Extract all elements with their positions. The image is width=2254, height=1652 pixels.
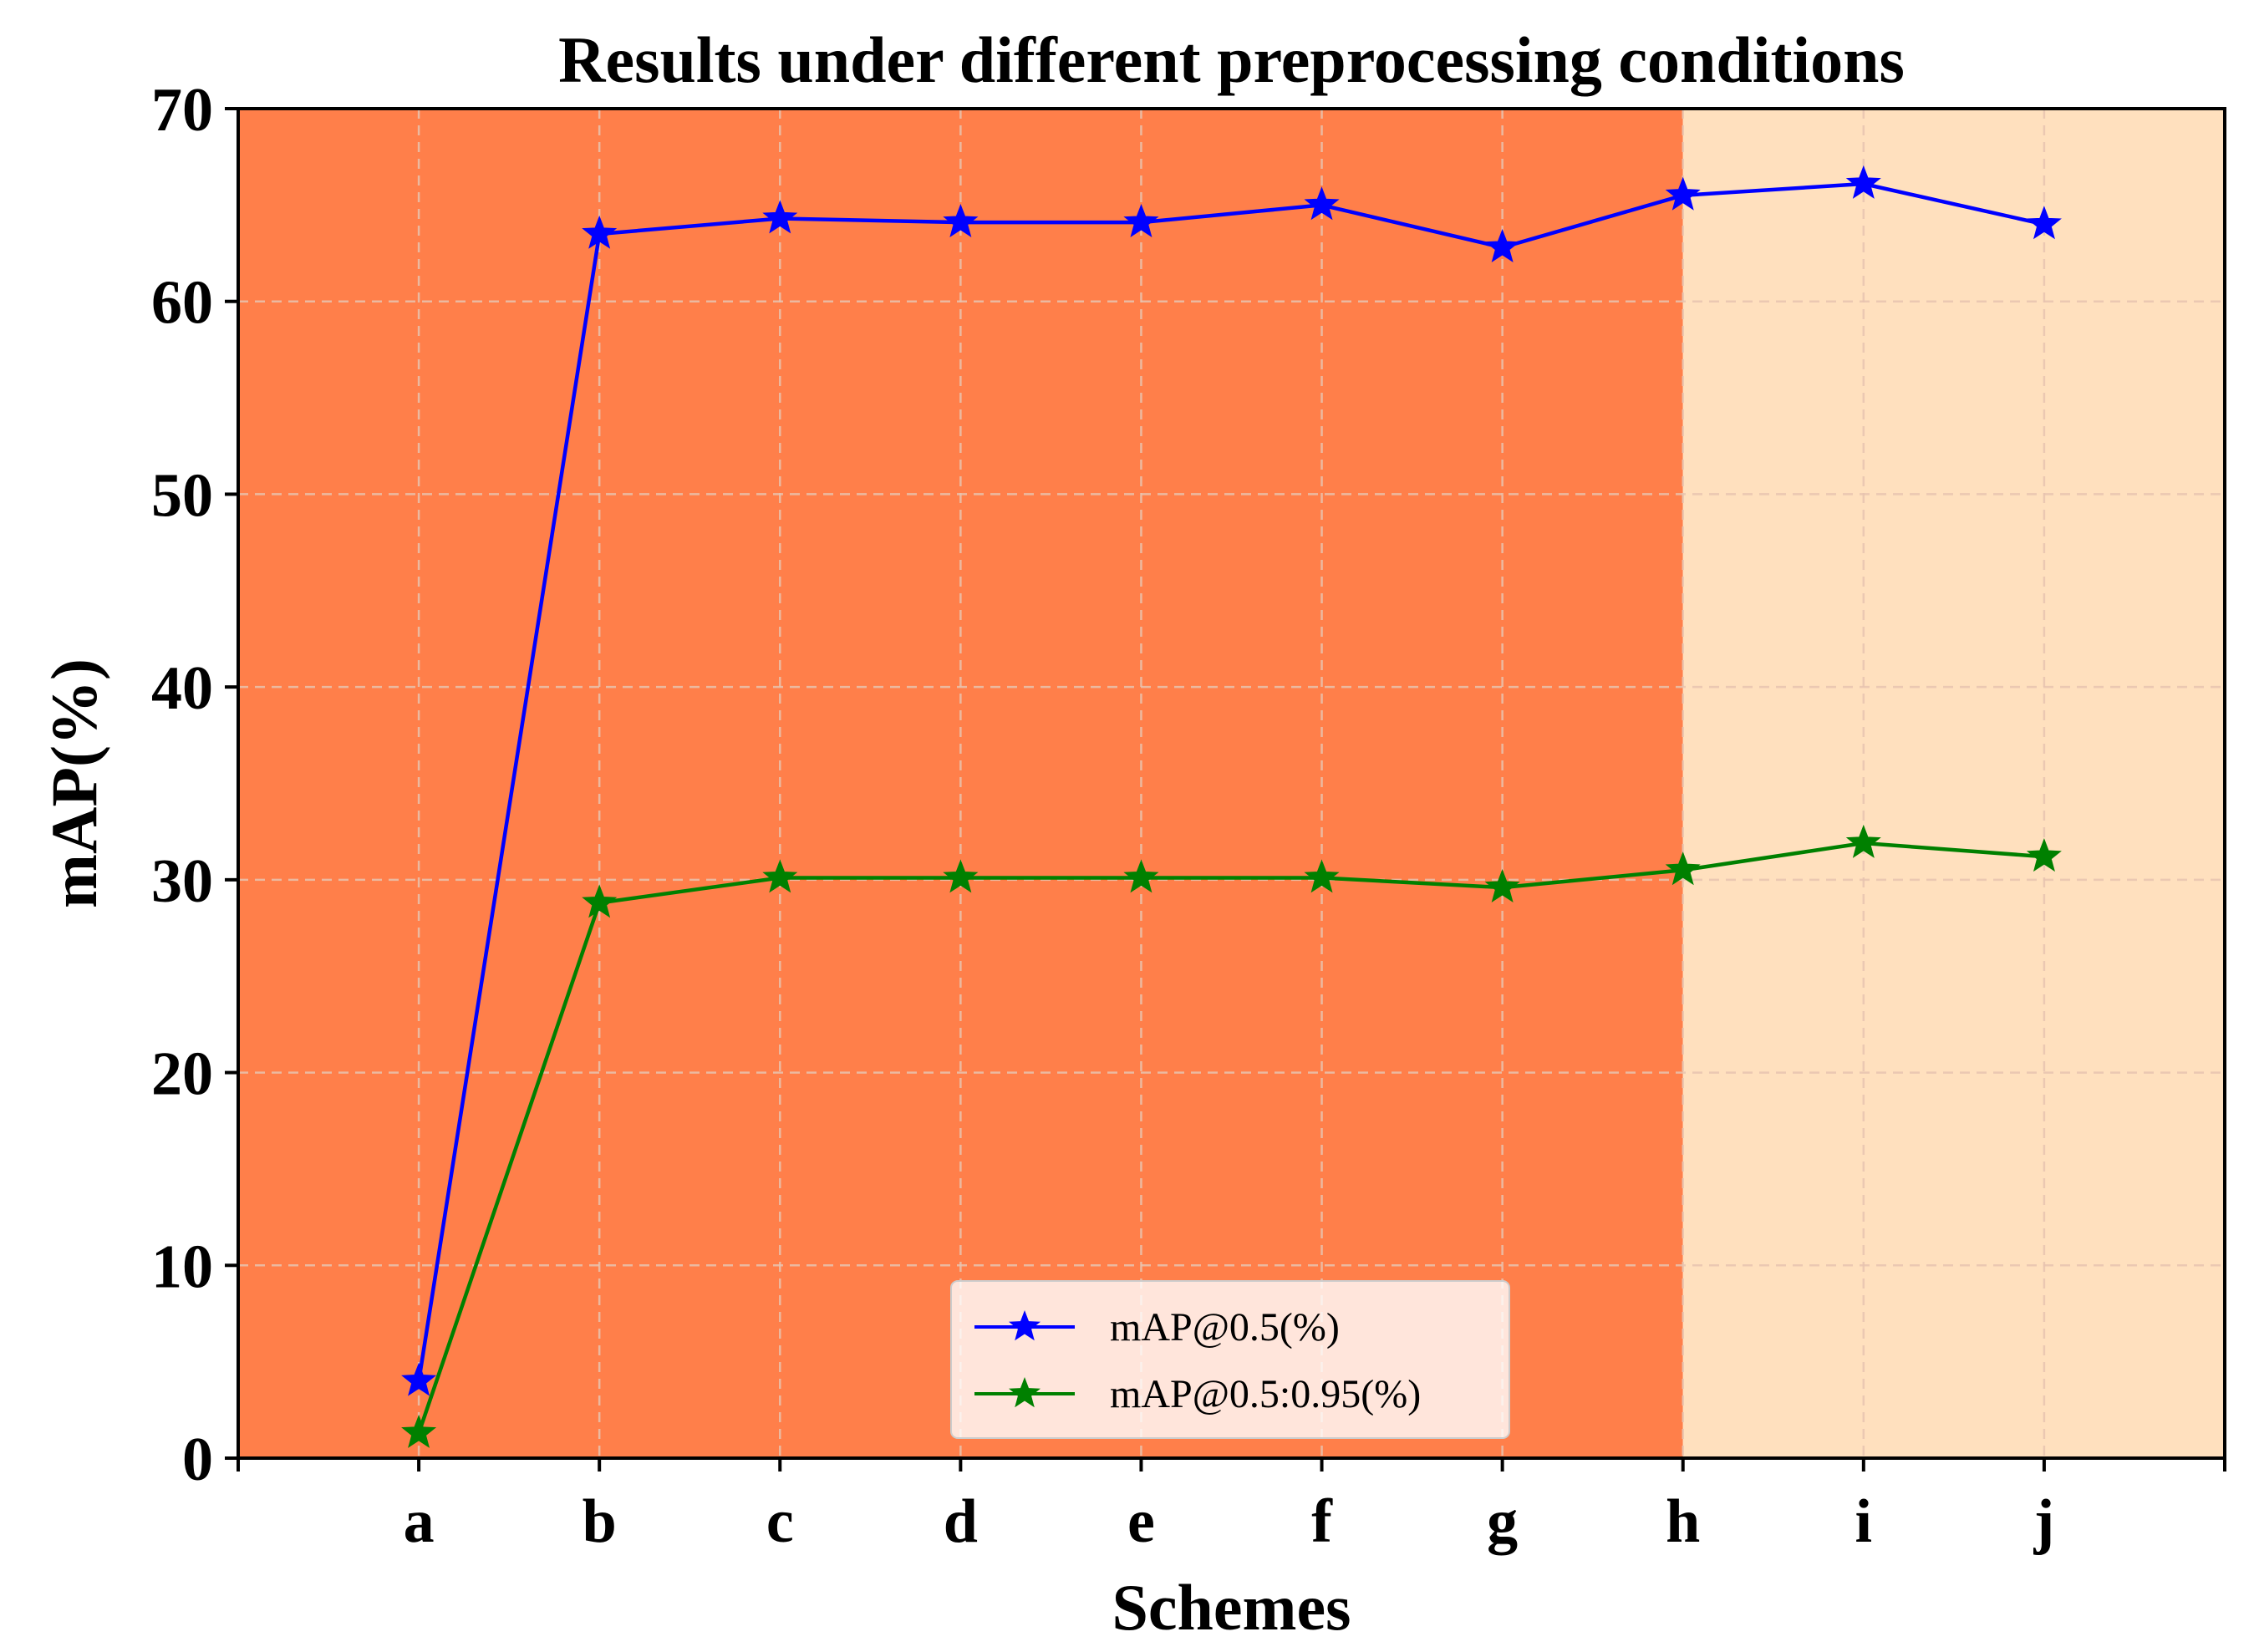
x-tick-label-e: e (1127, 1487, 1155, 1556)
data-point-0-j (2026, 206, 2062, 240)
data-point-1-b (582, 884, 618, 918)
series-line-0 (416, 181, 2045, 1382)
data-point-1-h (1665, 851, 1701, 886)
legend: mAP@0.5(%) mAP@0.5:0.95(%) (950, 1280, 1510, 1439)
plot-frame (237, 107, 2226, 1460)
data-point-0-e (1123, 203, 1159, 238)
data-point-1-e (1123, 859, 1159, 893)
y-tick-label-0: 0 (182, 1426, 213, 1494)
legend-box (950, 1280, 1510, 1439)
x-tick-label-g: g (1487, 1487, 1518, 1556)
data-point-0-d (943, 203, 979, 238)
data-point-0-c (762, 200, 798, 234)
grid-lines (238, 107, 2225, 1460)
x-tick-label-d: d (944, 1487, 978, 1556)
data-point-1-i (1845, 824, 1881, 858)
x-tick-label-b: b (583, 1487, 617, 1556)
y-tick-label-40: 40 (151, 654, 213, 723)
data-point-1-f (1304, 859, 1340, 893)
x-tick-label-a: a (404, 1487, 435, 1556)
x-tick-label-j: j (2033, 1487, 2055, 1556)
y-tick-label-20: 20 (151, 1040, 213, 1109)
x-tick-label-f: f (1311, 1487, 1333, 1556)
legend-star-map50 (1009, 1310, 1041, 1341)
x-axis-label: Schemes (1112, 1571, 1351, 1644)
y-tick-label-50: 50 (151, 461, 213, 530)
legend-star-map50-95 (1009, 1377, 1041, 1408)
data-point-1-g (1484, 868, 1520, 903)
data-point-1-c (762, 859, 798, 893)
legend-label-map50: mAP@0.5(%) (1110, 1305, 1340, 1350)
chart-title: Results under different preprocessing co… (558, 23, 1905, 96)
data-point-0-i (1845, 165, 1881, 199)
data-point-0-g (1484, 228, 1520, 263)
data-point-0-h (1665, 176, 1701, 211)
series-group (401, 165, 2062, 1448)
data-point-1-a (401, 1414, 437, 1448)
data-point-0-a (401, 1362, 437, 1396)
axis-ticks: 0 10 20 30 40 50 60 70 a b c d e f g h i j (151, 76, 2226, 1556)
legend-label-map50-95: mAP@0.5:0.95(%) (1110, 1372, 1421, 1416)
y-axis-label: mAP(%) (38, 658, 110, 908)
x-tick-label-i: i (1855, 1487, 1873, 1556)
background-region-1 (1682, 109, 2225, 1458)
y-tick-label-60: 60 (151, 269, 213, 338)
data-point-0-f (1304, 186, 1340, 221)
series-line-1 (416, 841, 2045, 1434)
data-point-1-j (2026, 838, 2062, 872)
y-tick-label-10: 10 (151, 1233, 213, 1301)
y-tick-label-30: 30 (151, 847, 213, 916)
data-point-0-b (582, 215, 618, 249)
data-point-1-d (943, 859, 979, 893)
x-tick-label-h: h (1666, 1487, 1700, 1556)
x-tick-label-c: c (766, 1487, 794, 1556)
background-regions (238, 109, 2225, 1458)
y-tick-label-70: 70 (151, 76, 213, 145)
